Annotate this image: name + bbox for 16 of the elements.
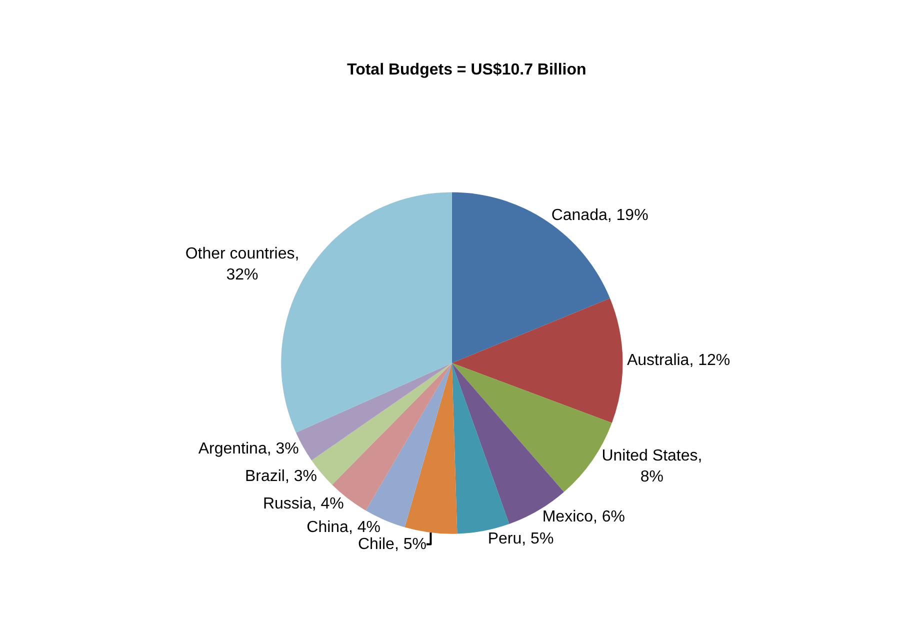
slice-label: Russia, 4% <box>262 496 344 513</box>
slice-label: China, 4% <box>306 518 380 536</box>
slice-label: Brazil, 3% <box>244 468 317 486</box>
slice-label: Argentina, 3% <box>198 440 299 458</box>
slice-label: Chile, 5% <box>358 536 426 553</box>
pie-slice <box>452 363 510 534</box>
pie-slice <box>452 298 623 423</box>
slice-label: Peru, 5% <box>488 530 554 548</box>
pie-slice <box>404 363 458 534</box>
slice-label: Other countries, 32% <box>185 246 300 284</box>
slice-label: Mexico, 6% <box>542 508 626 526</box>
slice-label: United States, 8% <box>602 448 702 486</box>
slice-label: Australia, 12% <box>626 352 730 369</box>
pie-slice <box>452 192 610 364</box>
chart-title: Total Budgets = US$10.7 Billion <box>346 61 586 78</box>
slice-label: Canada, 19% <box>551 206 648 224</box>
